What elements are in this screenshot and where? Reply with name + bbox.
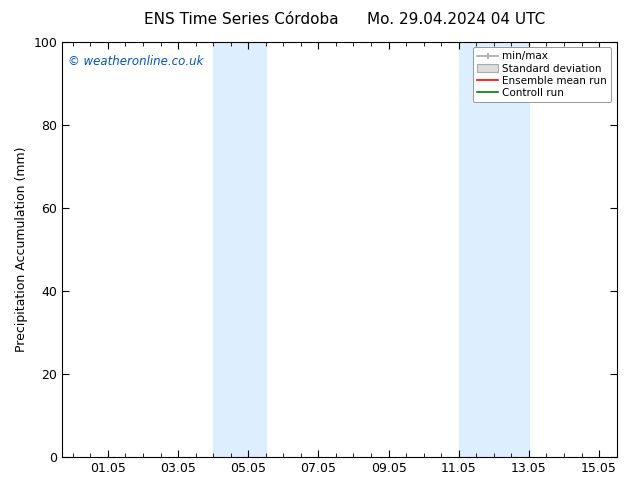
Text: © weatheronline.co.uk: © weatheronline.co.uk — [68, 54, 204, 68]
Bar — [213, 42, 266, 457]
Y-axis label: Precipitation Accumulation (mm): Precipitation Accumulation (mm) — [15, 147, 28, 352]
Text: Mo. 29.04.2024 04 UTC: Mo. 29.04.2024 04 UTC — [367, 12, 546, 27]
Bar — [459, 42, 529, 457]
Legend: min/max, Standard deviation, Ensemble mean run, Controll run: min/max, Standard deviation, Ensemble me… — [474, 47, 611, 102]
Text: ENS Time Series Córdoba: ENS Time Series Córdoba — [144, 12, 338, 27]
